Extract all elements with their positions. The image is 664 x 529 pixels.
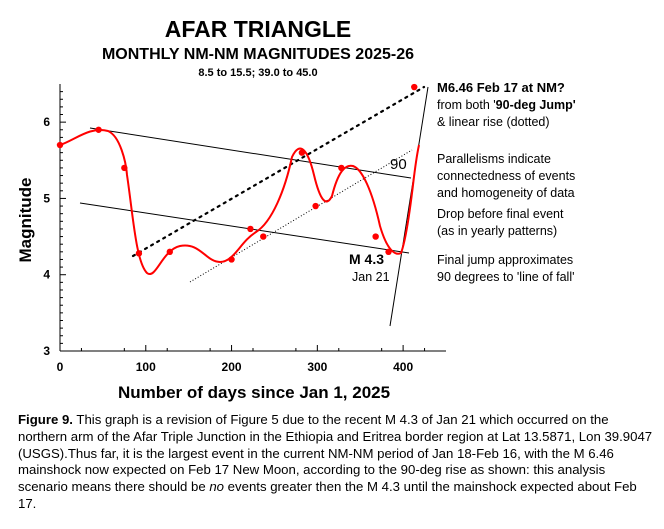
data-point bbox=[298, 149, 306, 156]
x-tick-label: 300 bbox=[307, 360, 327, 374]
event-date: Jan 21 bbox=[352, 270, 390, 284]
data-point bbox=[166, 248, 173, 256]
data-point bbox=[228, 256, 235, 263]
linear-rise-dotted-line bbox=[131, 85, 426, 258]
data-point bbox=[312, 202, 319, 210]
data-point bbox=[56, 141, 64, 149]
data-point bbox=[95, 126, 102, 133]
ticks: 0 100 200 300 400 3 4 5 6 bbox=[43, 91, 426, 374]
note-line-3: and homogeneity of data bbox=[437, 186, 575, 200]
chart-title: AFAR TRIANGLE bbox=[165, 16, 352, 42]
note-line-5: (as in yearly patterns) bbox=[437, 224, 557, 238]
note-line-1: Parallelisms indicate bbox=[437, 152, 551, 166]
x-tick-label: 200 bbox=[222, 360, 242, 374]
prediction-label: M6.46 Feb 17 at NM? bbox=[437, 80, 565, 95]
note-line-7: 90 degrees to 'line of fall' bbox=[437, 270, 575, 284]
data-point bbox=[121, 164, 128, 172]
angle-label: 90 bbox=[390, 156, 407, 173]
caption-text-2: events greater then the M 4.3 until the … bbox=[18, 479, 637, 511]
upper-parallel-line bbox=[89, 127, 412, 179]
data-point bbox=[385, 248, 392, 256]
x-tick-label: 100 bbox=[136, 360, 156, 374]
chart: AFAR TRIANGLE MONTHLY NM-NM MAGNITUDES 2… bbox=[16, 16, 576, 402]
event-label: M 4.3 bbox=[349, 251, 384, 267]
caption-text-1: This graph is a revision of Figure 5 due… bbox=[18, 412, 653, 495]
data-point bbox=[135, 250, 143, 257]
note-line-2: connectedness of events bbox=[437, 169, 575, 183]
y-tick-label: 5 bbox=[43, 191, 50, 205]
data-point bbox=[338, 164, 345, 172]
prediction-note: from both '90-deg Jump' bbox=[437, 98, 576, 112]
figure-caption: Figure 9. This graph is a revision of Fi… bbox=[18, 412, 654, 513]
y-tick-label: 3 bbox=[43, 344, 50, 358]
y-axis-label: Magnitude bbox=[16, 178, 35, 263]
fine-dotted-trend-line bbox=[189, 149, 413, 283]
data-point bbox=[372, 233, 379, 240]
final-jump-line bbox=[389, 86, 429, 327]
prediction-note-line2: & linear rise (dotted) bbox=[437, 115, 550, 129]
x-axis-label: Number of days since Jan 1, 2025 bbox=[118, 383, 390, 402]
caption-figure-label: Figure 9. bbox=[18, 412, 73, 427]
chart-range-note: 8.5 to 15.5; 39.0 to 45.0 bbox=[198, 67, 317, 79]
note-line-4: Drop before final event bbox=[437, 207, 564, 221]
y-tick-label: 4 bbox=[43, 268, 50, 282]
data-point bbox=[411, 83, 418, 91]
data-point bbox=[247, 225, 254, 233]
fitted-curve bbox=[59, 128, 420, 276]
axes bbox=[59, 84, 446, 352]
y-tick-label: 6 bbox=[43, 115, 50, 129]
chart-subtitle: MONTHLY NM-NM MAGNITUDES 2025-26 bbox=[102, 46, 414, 63]
prediction-note-prefix: from both ' bbox=[437, 98, 496, 112]
note-line-6: Final jump approximates bbox=[437, 253, 573, 267]
data-point bbox=[260, 233, 267, 240]
prediction-note-bold: 90-deg Jump' bbox=[496, 98, 576, 112]
data-points bbox=[56, 83, 418, 263]
x-tick-label: 0 bbox=[57, 360, 64, 374]
lower-parallel-line bbox=[79, 202, 410, 254]
caption-emphasis: no bbox=[209, 479, 225, 495]
x-tick-label: 400 bbox=[393, 360, 413, 374]
